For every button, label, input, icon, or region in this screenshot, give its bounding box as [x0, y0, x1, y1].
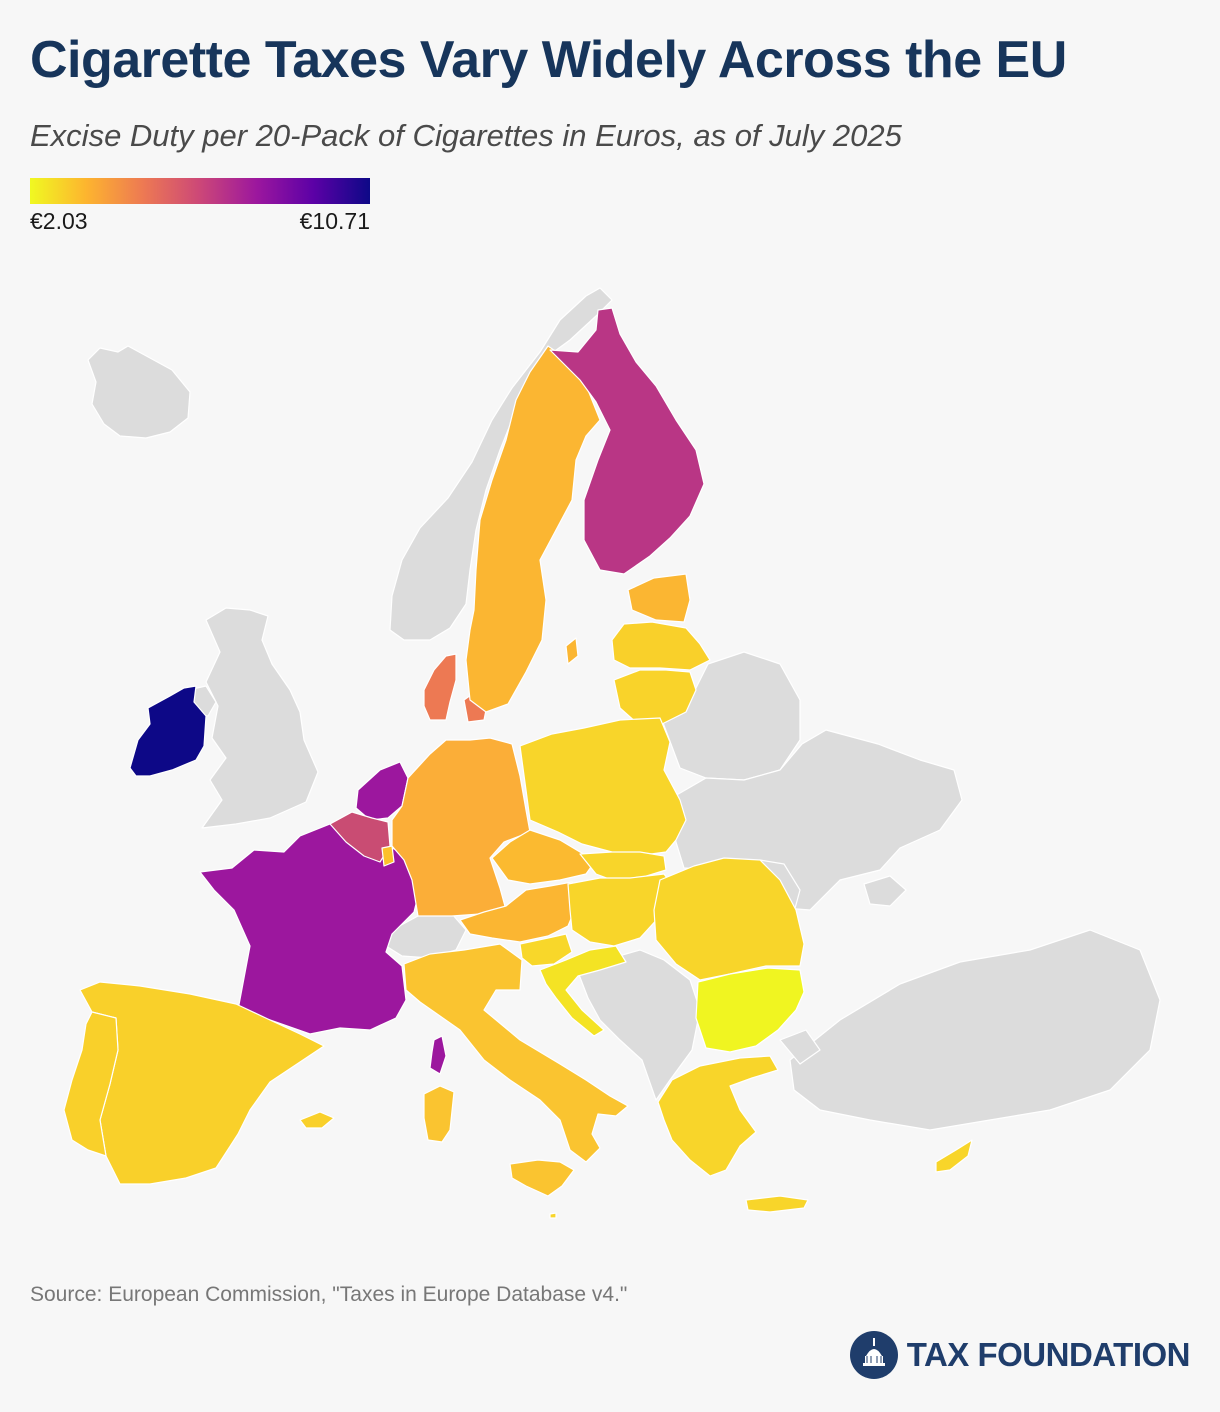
chart-title: Cigarette Taxes Vary Widely Across the E…	[30, 31, 1067, 89]
logo-text: TAX FOUNDATION	[906, 1336, 1191, 1373]
country-france	[199, 823, 423, 1035]
turkey-thrace	[779, 1029, 821, 1065]
crimea	[863, 875, 907, 907]
country-estonia	[627, 573, 691, 623]
source-note: Source: European Commission, "Taxes in E…	[30, 1283, 628, 1306]
country-lithuania	[613, 669, 697, 725]
country-sicily	[509, 1159, 575, 1197]
country-malta	[549, 1212, 557, 1219]
country-ireland	[129, 685, 207, 777]
country-gotland	[565, 637, 579, 665]
capitol-dome-icon	[849, 1331, 898, 1379]
balkans-west	[577, 949, 701, 1101]
color-legend: €2.03 €10.71	[30, 178, 370, 235]
legend-max-label: €10.71	[299, 208, 370, 234]
tax-foundation-logo: TAX FOUNDATION	[849, 1330, 1191, 1380]
country-corsica	[429, 1035, 447, 1075]
country-crete	[745, 1195, 809, 1213]
country-italy	[403, 943, 629, 1163]
country-bulgaria	[695, 967, 805, 1053]
country-latvia	[611, 621, 711, 671]
country-hungary	[567, 873, 677, 947]
turkey	[789, 929, 1161, 1131]
country-poland	[519, 717, 687, 857]
belarus	[661, 651, 801, 781]
iceland	[87, 345, 191, 439]
country-denmark	[423, 653, 457, 721]
country-croatia	[539, 945, 627, 1037]
chart-subtitle: Excise Duty per 20-Pack of Cigarettes in…	[30, 118, 902, 153]
country-slovenia	[519, 933, 573, 967]
europe-map	[63, 287, 1161, 1219]
great-britain	[201, 607, 319, 829]
country-luxembourg	[381, 845, 395, 867]
country-portugal	[63, 1011, 119, 1157]
country-sweden	[465, 345, 601, 713]
country-germany	[391, 737, 531, 917]
country-finland	[549, 307, 705, 575]
country-sardinia	[423, 1085, 455, 1143]
country-slovakia	[579, 851, 667, 881]
country-greece	[657, 1055, 779, 1177]
norway	[389, 287, 613, 641]
country-balearics	[299, 1111, 335, 1129]
country-cyprus	[935, 1139, 973, 1173]
legend-min-label: €2.03	[30, 208, 88, 234]
country-romania	[653, 857, 805, 981]
legend-gradient-bar	[30, 178, 370, 204]
